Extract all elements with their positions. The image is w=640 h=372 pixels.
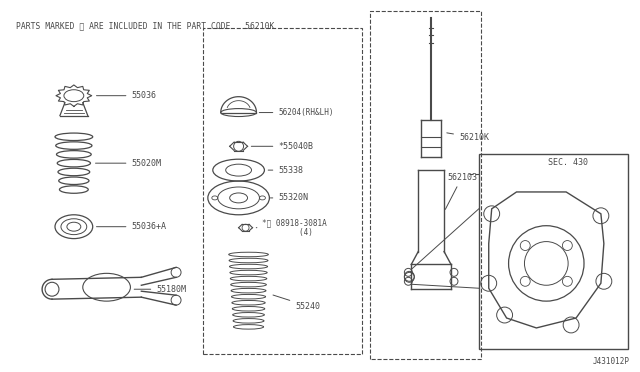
Text: 55240: 55240: [273, 295, 320, 311]
Text: 55036: 55036: [97, 91, 156, 100]
Text: 55036+A: 55036+A: [97, 222, 166, 231]
Text: 55320N: 55320N: [270, 193, 308, 202]
Text: *ⓓ 08918-3081A
        (4): *ⓓ 08918-3081A (4): [256, 218, 327, 237]
Text: J431012P: J431012P: [593, 357, 630, 366]
Text: 56204(RH&LH): 56204(RH&LH): [259, 108, 334, 117]
Text: *55040B: *55040B: [252, 142, 314, 151]
Text: 55338: 55338: [268, 166, 303, 174]
Text: SEC. 430: SEC. 430: [548, 158, 588, 167]
Text: 56210K: 56210K: [447, 133, 489, 142]
Text: 55020M: 55020M: [95, 159, 161, 168]
Text: 55180M: 55180M: [134, 285, 186, 294]
Text: PARTS MARKED ※ ARE INCLUDED IN THE PART CODE   56210K: PARTS MARKED ※ ARE INCLUDED IN THE PART …: [16, 21, 275, 30]
Text: 562103: 562103: [445, 173, 477, 209]
